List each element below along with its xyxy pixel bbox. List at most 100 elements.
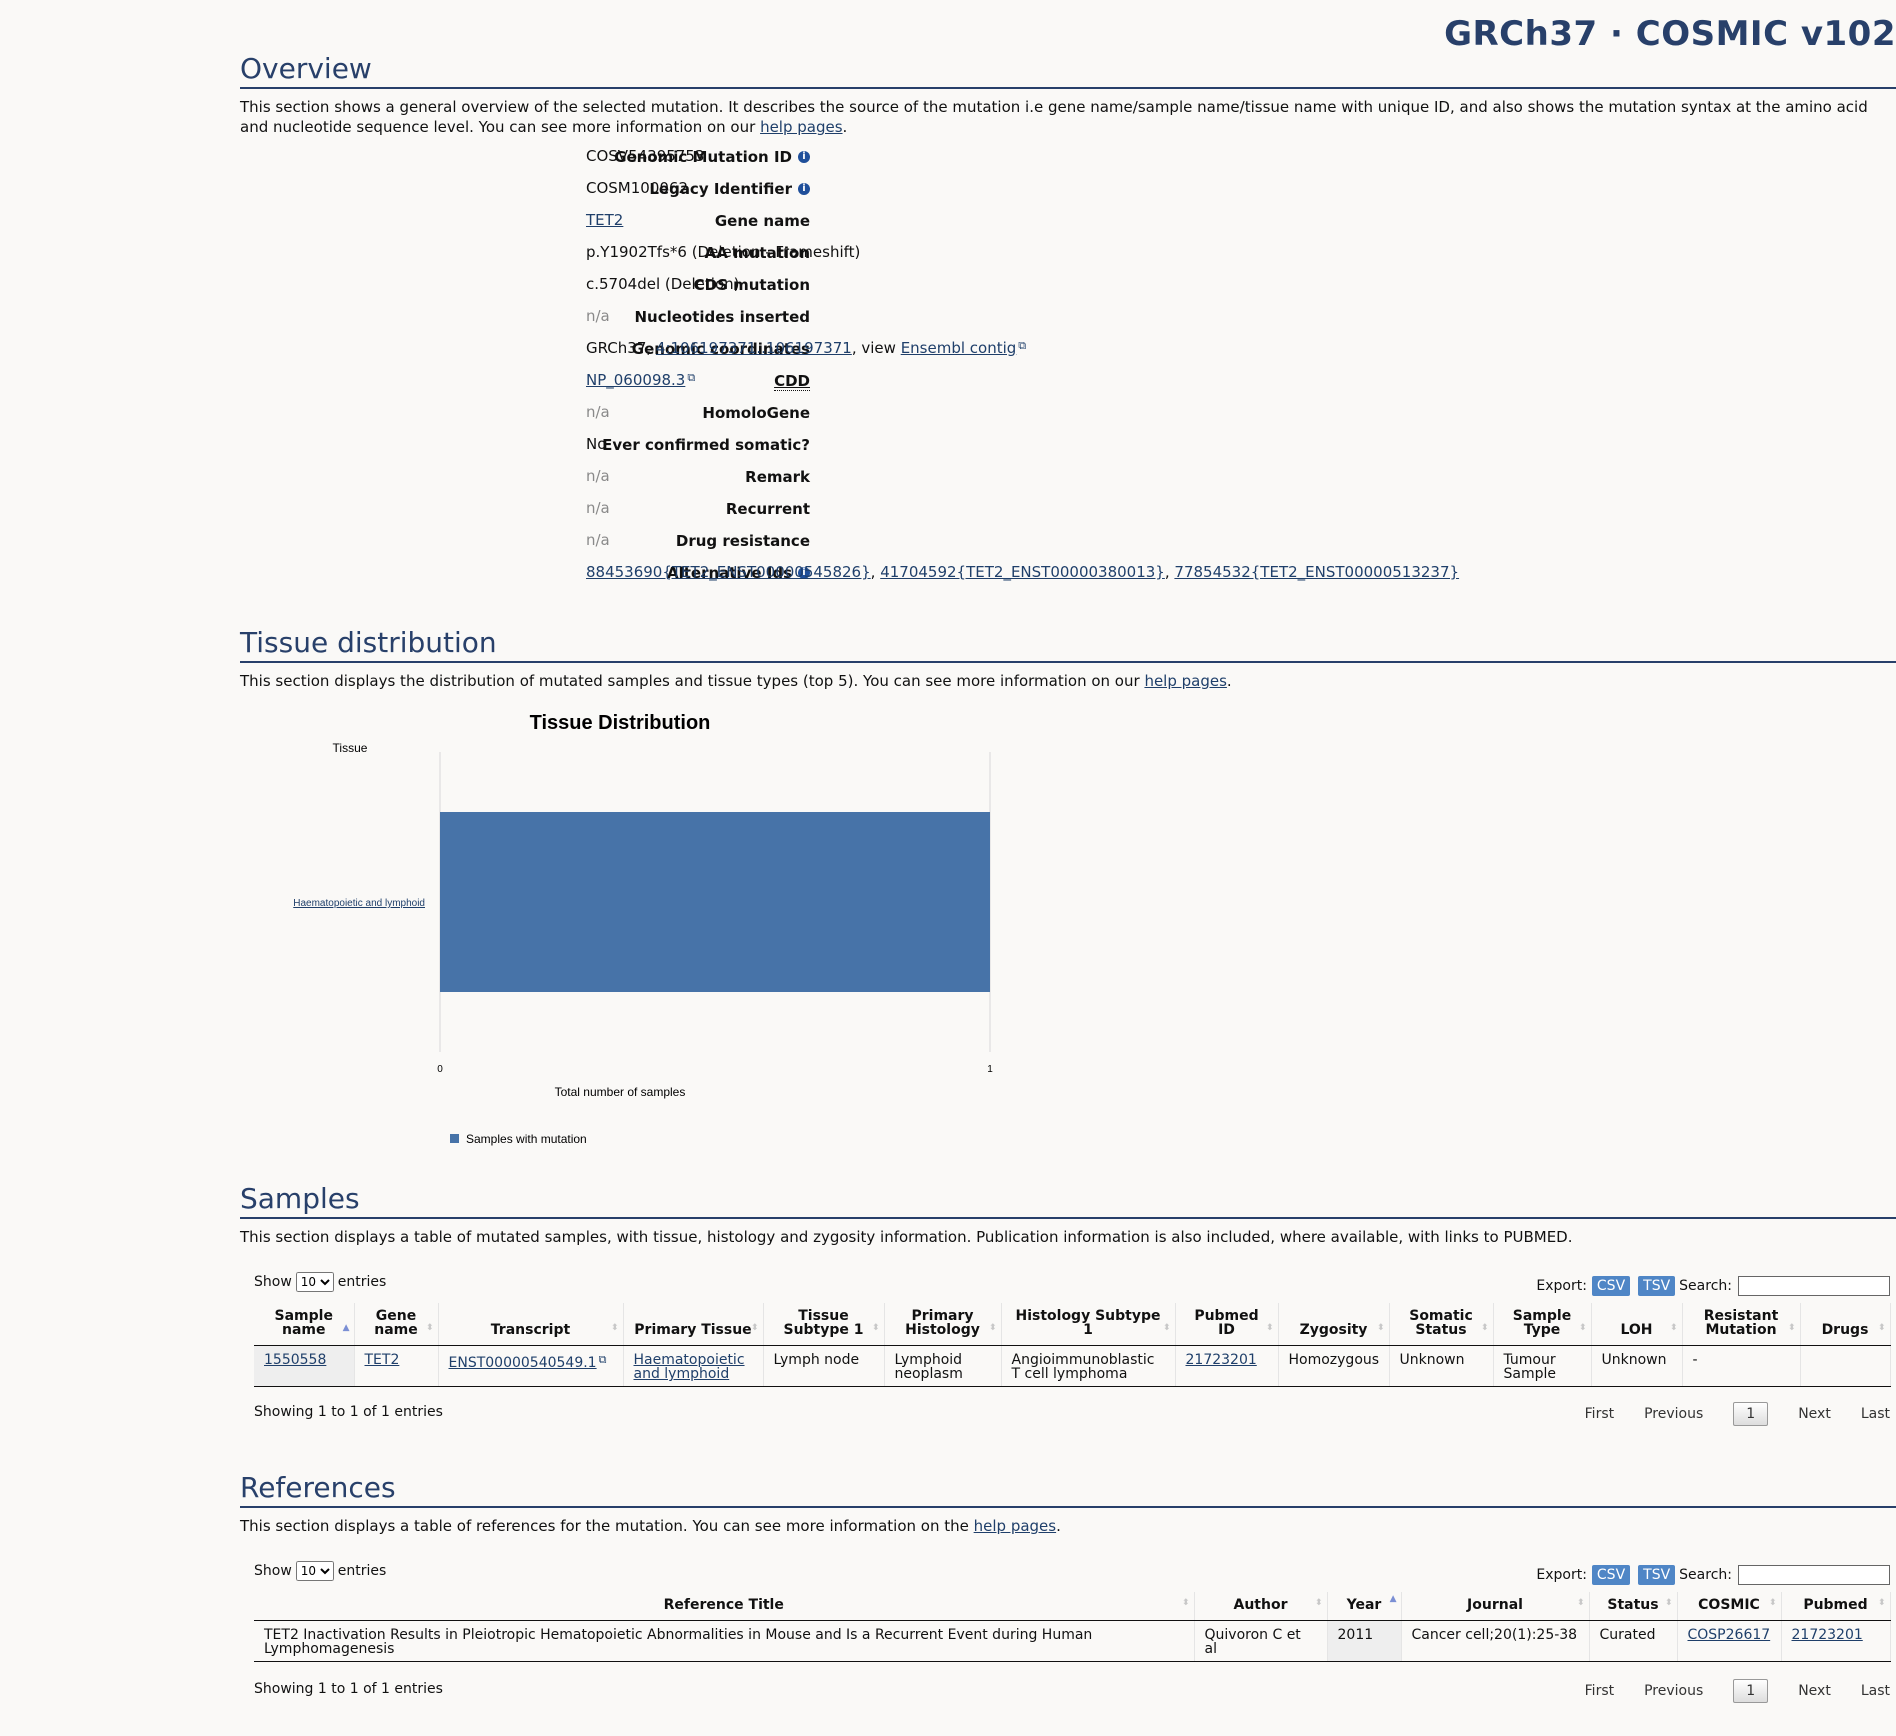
samples-intro: This section displays a table of mutated… [240, 1228, 1573, 1246]
cell-pubmed-id: 21723201 [1175, 1345, 1279, 1387]
pager-next[interactable]: Next [1798, 1406, 1831, 1422]
pubmed-link[interactable]: 21723201 [1185, 1352, 1257, 1368]
sort-icon: ⬍ [1162, 1323, 1171, 1333]
chart-title: Tissue Distribution [530, 712, 711, 734]
row-remark: Remark n/a [240, 462, 1840, 494]
pager-last[interactable]: Last [1860, 1683, 1890, 1699]
samples-section: Samples This section displays a table of… [240, 1182, 1896, 1426]
alt-id-link[interactable]: 77854532{TET2_ENST00000513237} [1174, 563, 1460, 581]
pager-previous[interactable]: Previous [1644, 1683, 1704, 1699]
col-label: Histology Subtype 1 [1015, 1308, 1161, 1338]
pager-next[interactable]: Next [1798, 1683, 1831, 1699]
col-primary-tissue[interactable]: Primary Tissue ⬍ [623, 1303, 764, 1346]
pager-first[interactable]: First [1584, 1683, 1615, 1699]
cell-primary-tissue: Haematopoietic and lymphoid [623, 1345, 764, 1387]
col-label: Pubmed ID [1194, 1308, 1259, 1338]
gene-name-link[interactable]: TET2 [586, 211, 624, 229]
cds-mutation: c.5704del (Deletion) [586, 275, 740, 293]
tissue-help-link[interactable]: help pages [1144, 672, 1227, 690]
col-loh[interactable]: LOH ⬍ [1591, 1303, 1683, 1346]
label-nucleotides-inserted: Nucleotides inserted [634, 308, 810, 326]
label-cds-mutation: CDS mutation [693, 276, 810, 294]
col-year[interactable]: Year ▲ [1327, 1592, 1402, 1621]
references-help-link[interactable]: help pages [973, 1517, 1057, 1535]
transcript-link[interactable]: ENST00000540549.1 [448, 1355, 597, 1371]
sample-link[interactable]: 1550558 [264, 1352, 327, 1368]
col-tissue-subtype[interactable]: Tissue Subtype 1 ⬍ [763, 1303, 885, 1346]
info-icon[interactable]: i [798, 183, 810, 195]
samples-page-size-select[interactable]: 10 [295, 1272, 334, 1292]
cdd-link[interactable]: NP_060098.3 [586, 371, 686, 389]
row-ever-confirmed-somatic: Ever confirmed somatic? No [240, 430, 1840, 462]
col-gene-name[interactable]: Gene name ⬍ [354, 1303, 439, 1346]
col-label: Journal [1467, 1597, 1523, 1613]
samples-csv-button[interactable]: CSV [1591, 1276, 1631, 1296]
chart-y-axis-label: Tissue [333, 741, 368, 755]
col-cosmic[interactable]: COSMIC ⬍ [1677, 1592, 1782, 1621]
samples-length: Show 10 entries [254, 1272, 386, 1292]
col-sample-type[interactable]: Sample Type ⬍ [1493, 1303, 1592, 1346]
sort-icon: ⬍ [1578, 1323, 1587, 1333]
col-histology-subtype[interactable]: Histology Subtype 1 ⬍ [1001, 1303, 1176, 1346]
col-label: LOH [1620, 1322, 1653, 1338]
sort-asc-icon: ▲ [1389, 1594, 1397, 1604]
info-icon[interactable]: i [798, 151, 810, 163]
coord-mid: , view [851, 339, 901, 357]
pager-first[interactable]: First [1584, 1406, 1615, 1422]
alt-id-sep: , [1164, 563, 1175, 581]
bar[interactable] [440, 812, 990, 992]
external-link-icon: ⧉ [1018, 339, 1027, 352]
col-zygosity[interactable]: Zygosity ⬍ [1278, 1303, 1390, 1346]
col-status[interactable]: Status ⬍ [1589, 1592, 1678, 1621]
col-label: Gene name [374, 1308, 418, 1338]
col-resistant-mutation[interactable]: Resistant Mutation ⬍ [1682, 1303, 1801, 1346]
genomic-coordinates-link[interactable]: 4:106197371..106197371 [655, 339, 852, 357]
col-label: Author [1233, 1597, 1288, 1613]
col-primary-histology[interactable]: Primary Histology ⬍ [884, 1303, 1002, 1346]
info-icon[interactable]: i [798, 567, 810, 579]
cell-sample-type: Tumour Sample [1493, 1345, 1592, 1387]
references-page-size-select[interactable]: 10 [295, 1561, 334, 1581]
mutation-details: Genomic Mutation ID i COSV54395753 Legacy… [240, 142, 1840, 590]
references-search-input[interactable] [1738, 1565, 1890, 1585]
col-somatic-status[interactable]: Somatic Status ⬍ [1389, 1303, 1494, 1346]
col-label: COSMIC [1698, 1597, 1760, 1613]
cell-status: Curated [1589, 1620, 1678, 1662]
col-label: Primary Tissue [634, 1322, 752, 1338]
references-tsv-button[interactable]: TSV [1638, 1565, 1676, 1585]
tissue-link[interactable]: Haematopoietic and lymphoid [633, 1352, 745, 1382]
overview-help-link[interactable]: help pages [760, 118, 843, 136]
tissue-chart: Tissue Distribution Tissue Total number … [240, 704, 1000, 1104]
col-pubmed[interactable]: Pubmed ⬍ [1781, 1592, 1891, 1621]
sort-icon: ⬍ [1768, 1598, 1777, 1608]
genomic-mutation-id: COSV54395753 [586, 147, 705, 165]
sort-icon: ⬍ [425, 1323, 434, 1333]
table-row: 1550558 TET2 ENST00000540549.1 ⧉ Haematop… [254, 1345, 1891, 1387]
ensembl-contig-link[interactable]: Ensembl contig [900, 339, 1017, 357]
col-drugs[interactable]: Drugs ⬍ [1800, 1303, 1891, 1346]
chart-plot-area: 0 1 Haematopoietic and lymphoid [293, 752, 993, 1075]
col-author[interactable]: Author ⬍ [1194, 1592, 1328, 1621]
col-sample-name[interactable]: Sample name ▲ [254, 1303, 355, 1346]
cosmic-link[interactable]: COSP26617 [1687, 1627, 1771, 1643]
col-pubmed-id[interactable]: Pubmed ID ⬍ [1175, 1303, 1279, 1346]
samples-search-input[interactable] [1738, 1276, 1890, 1296]
pager-previous[interactable]: Previous [1644, 1406, 1704, 1422]
alt-id-link[interactable]: 41704592{TET2_ENST00000380013} [880, 563, 1165, 581]
pubmed-link[interactable]: 21723201 [1791, 1627, 1863, 1643]
pager-current[interactable]: 1 [1733, 1402, 1769, 1426]
recurrent: n/a [586, 499, 610, 517]
label-ever-confirmed-somatic: Ever confirmed somatic? [602, 436, 810, 454]
pager-current[interactable]: 1 [1733, 1679, 1769, 1703]
pager-last[interactable]: Last [1860, 1406, 1890, 1422]
y-category-label[interactable]: Haematopoietic and lymphoid [293, 898, 425, 909]
col-journal[interactable]: Journal ⬍ [1401, 1592, 1590, 1621]
references-heading: References [240, 1471, 1896, 1508]
gene-link[interactable]: TET2 [364, 1352, 400, 1368]
col-reference-title[interactable]: Reference Title ⬍ [254, 1592, 1195, 1621]
label-gene-name: Gene name [714, 212, 810, 230]
references-csv-button[interactable]: CSV [1591, 1565, 1631, 1585]
alt-id-link[interactable]: 88453690{TET2_ENST00000545826} [586, 563, 871, 581]
col-transcript[interactable]: Transcript ⬍ [438, 1303, 624, 1346]
samples-tsv-button[interactable]: TSV [1638, 1276, 1676, 1296]
